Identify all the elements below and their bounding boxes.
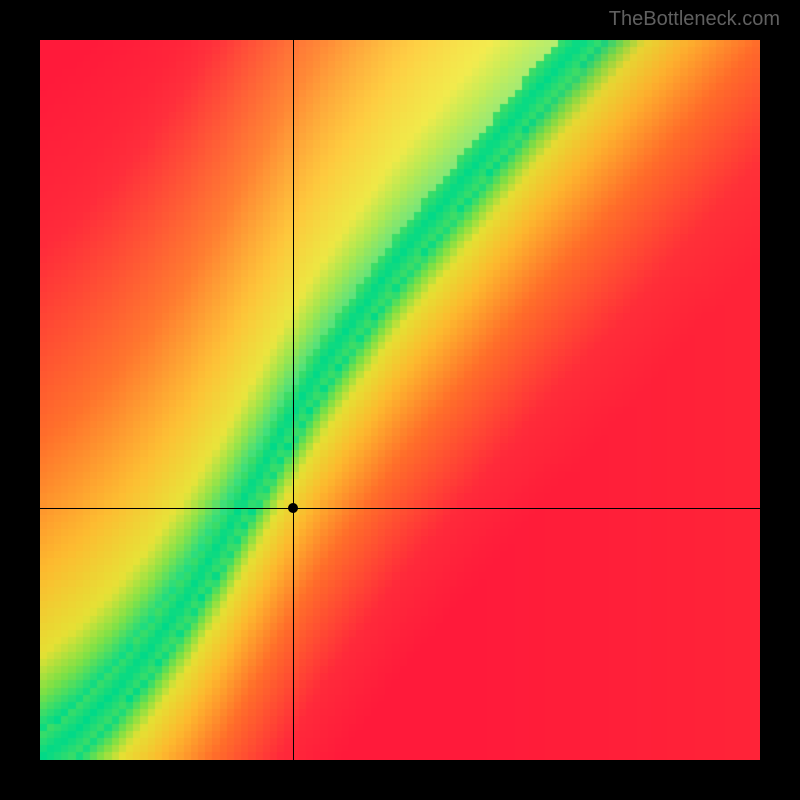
heatmap-canvas	[40, 40, 760, 760]
crosshair-vertical	[293, 40, 294, 760]
marker-dot	[288, 503, 298, 513]
watermark-text: TheBottleneck.com	[609, 8, 780, 31]
crosshair-horizontal	[40, 508, 760, 509]
heatmap-chart	[40, 40, 760, 760]
